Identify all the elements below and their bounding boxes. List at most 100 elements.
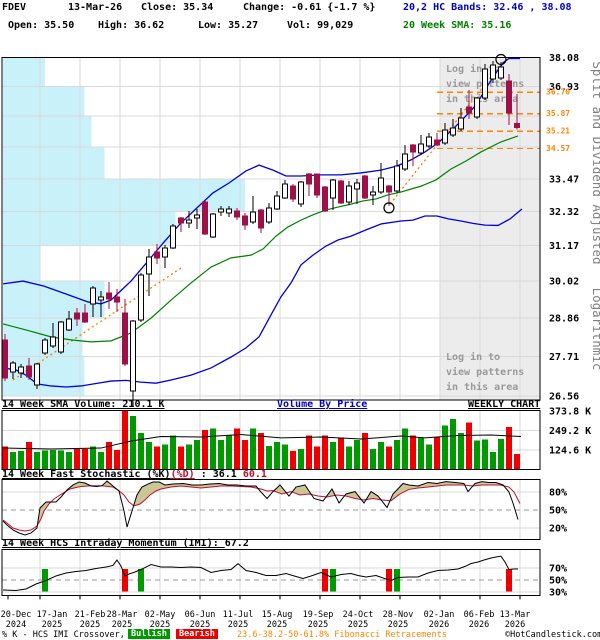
candle-body[interactable] xyxy=(410,144,416,153)
candle-body[interactable] xyxy=(474,97,480,118)
volume-bar[interactable] xyxy=(482,439,488,469)
volume-bar[interactable] xyxy=(402,428,408,469)
candle-body[interactable] xyxy=(306,173,312,185)
candle-body[interactable] xyxy=(10,362,16,373)
volume-bar[interactable] xyxy=(34,452,40,469)
volume-bar[interactable] xyxy=(74,448,80,469)
candle-body[interactable] xyxy=(450,127,456,136)
volume-bar[interactable] xyxy=(362,432,368,469)
candle-body[interactable] xyxy=(330,179,336,199)
candle-body[interactable] xyxy=(506,80,512,114)
candle-body[interactable] xyxy=(2,339,8,379)
volume-bar[interactable] xyxy=(234,428,240,469)
volume-bar[interactable] xyxy=(218,439,224,469)
candle-body[interactable] xyxy=(26,365,32,378)
volume-bar[interactable] xyxy=(314,446,320,469)
candle-body[interactable] xyxy=(242,215,248,226)
pattern-marker-circle[interactable] xyxy=(495,53,507,66)
volume-bar[interactable] xyxy=(338,437,344,469)
candle-body[interactable] xyxy=(42,339,48,354)
volume-bar[interactable] xyxy=(26,442,32,469)
candle-body[interactable] xyxy=(74,312,80,320)
volume-bar[interactable] xyxy=(474,440,480,469)
volume-bar[interactable] xyxy=(434,437,440,469)
candle-body[interactable] xyxy=(226,208,232,214)
imi-signal-bar[interactable] xyxy=(138,569,144,592)
candle-body[interactable] xyxy=(202,201,208,235)
candle-body[interactable] xyxy=(122,312,128,365)
volume-bar[interactable] xyxy=(18,451,24,469)
volume-bar[interactable] xyxy=(2,446,8,469)
volume-bar[interactable] xyxy=(450,419,456,469)
volume-bar[interactable] xyxy=(242,439,248,469)
volume-bar[interactable] xyxy=(386,446,392,469)
volume-bar[interactable] xyxy=(346,446,352,469)
candle-body[interactable] xyxy=(394,165,400,192)
volume-bar[interactable] xyxy=(250,428,256,469)
volume-bar[interactable] xyxy=(202,429,208,469)
volume-bar[interactable] xyxy=(370,448,376,469)
volume-bar[interactable] xyxy=(114,449,120,469)
imi-signal-bar[interactable] xyxy=(42,569,48,592)
volume-bar[interactable] xyxy=(138,432,144,469)
volume-bar[interactable] xyxy=(466,422,472,469)
candle-body[interactable] xyxy=(138,274,144,321)
candle-body[interactable] xyxy=(290,185,296,200)
candle-body[interactable] xyxy=(322,186,328,212)
imi-signal-bar[interactable] xyxy=(330,569,336,592)
imi-signal-bar[interactable] xyxy=(394,569,400,592)
pattern-marker-circle[interactable] xyxy=(383,202,395,214)
candle-body[interactable] xyxy=(426,136,432,147)
volume-bar[interactable] xyxy=(290,451,296,469)
volume-bar[interactable] xyxy=(458,432,464,469)
candle-body[interactable] xyxy=(266,207,272,223)
candle-body[interactable] xyxy=(458,117,464,130)
candle-body[interactable] xyxy=(194,214,200,219)
volume-bar[interactable] xyxy=(514,453,520,469)
volume-bar[interactable] xyxy=(58,450,64,469)
imi-signal-bar[interactable] xyxy=(122,569,128,592)
candle-body[interactable] xyxy=(274,195,280,210)
candle-body[interactable] xyxy=(234,210,240,218)
candle-body[interactable] xyxy=(354,182,360,190)
candle-body[interactable] xyxy=(66,318,72,331)
volume-bar[interactable] xyxy=(322,435,328,469)
candle-body[interactable] xyxy=(434,139,440,146)
candle-body[interactable] xyxy=(490,64,496,80)
candle-body[interactable] xyxy=(18,366,24,374)
candle-body[interactable] xyxy=(258,209,264,229)
candle-body[interactable] xyxy=(402,153,408,170)
candle-body[interactable] xyxy=(154,251,160,259)
volume-bar[interactable] xyxy=(498,439,504,469)
candle-body[interactable] xyxy=(298,181,304,205)
candle-body[interactable] xyxy=(82,312,88,323)
volume-by-price-header[interactable]: Volume By Price xyxy=(277,399,368,410)
volume-bar[interactable] xyxy=(130,416,136,469)
candle-body[interactable] xyxy=(34,363,40,386)
volume-bar[interactable] xyxy=(106,442,112,469)
volume-bar[interactable] xyxy=(490,451,496,469)
volume-bar[interactable] xyxy=(394,439,400,469)
candle-body[interactable] xyxy=(418,143,424,154)
candle-body[interactable] xyxy=(346,185,352,203)
volume-bar[interactable] xyxy=(10,452,16,469)
candle-body[interactable] xyxy=(186,219,192,224)
volume-bar[interactable] xyxy=(170,435,176,469)
imi-signal-bar[interactable] xyxy=(322,569,328,592)
volume-bar[interactable] xyxy=(42,450,48,469)
candle-body[interactable] xyxy=(162,247,168,258)
candle-body[interactable] xyxy=(90,287,96,305)
candle-body[interactable] xyxy=(210,213,216,238)
copyright[interactable]: ©HotCandlestick.com xyxy=(505,630,600,640)
candle-body[interactable] xyxy=(378,177,384,193)
volume-bar[interactable] xyxy=(378,442,384,469)
volume-bar[interactable] xyxy=(210,428,216,469)
candle-body[interactable] xyxy=(514,122,520,129)
volume-bar[interactable] xyxy=(66,452,72,469)
volume-bar[interactable] xyxy=(426,444,432,469)
candle-body[interactable] xyxy=(250,211,256,223)
volume-bar[interactable] xyxy=(226,435,232,469)
candle-body[interactable] xyxy=(498,66,504,79)
volume-bar[interactable] xyxy=(506,427,512,469)
volume-bar[interactable] xyxy=(266,446,272,469)
